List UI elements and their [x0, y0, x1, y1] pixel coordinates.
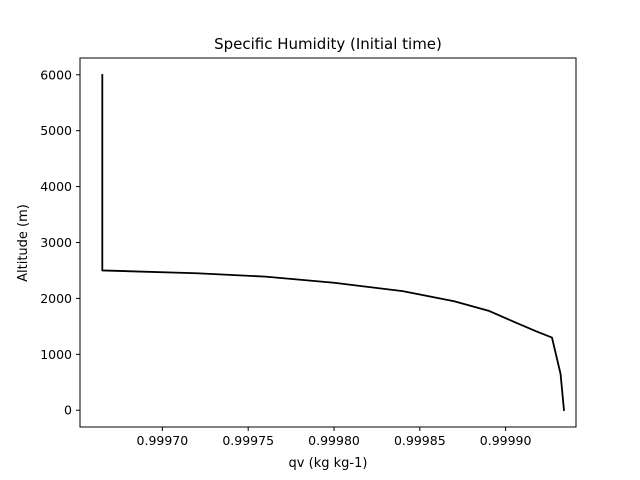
y-axis-label: Altitude (m) — [16, 204, 31, 282]
x-tick-label: 0.99970 — [137, 433, 189, 448]
y-tick-label: 1000 — [40, 347, 72, 362]
x-tick-label: 0.99990 — [480, 433, 532, 448]
y-tick-label: 0 — [64, 403, 72, 418]
y-tick-label: 6000 — [40, 67, 72, 82]
y-tick-label: 5000 — [40, 123, 72, 138]
plot-area — [79, 57, 577, 428]
x-axis-label: qv (kg kg-1) — [289, 456, 368, 471]
plot-frame — [79, 57, 577, 428]
chart-title: Specific Humidity (Initial time) — [214, 35, 442, 53]
x-tick-label: 0.99980 — [308, 433, 360, 448]
y-tick-label: 2000 — [40, 291, 72, 306]
x-tick-label: 0.99985 — [394, 433, 446, 448]
x-tick-label: 0.99975 — [222, 433, 274, 448]
y-tick-label: 3000 — [40, 235, 72, 250]
qv-profile-line — [101, 73, 565, 412]
y-tick-label: 4000 — [40, 179, 72, 194]
x-axis: 0.99970 0.99975 0.99980 0.99985 0.99990 — [137, 427, 532, 448]
y-axis: 0 1000 2000 3000 4000 5000 6000 — [40, 67, 80, 418]
